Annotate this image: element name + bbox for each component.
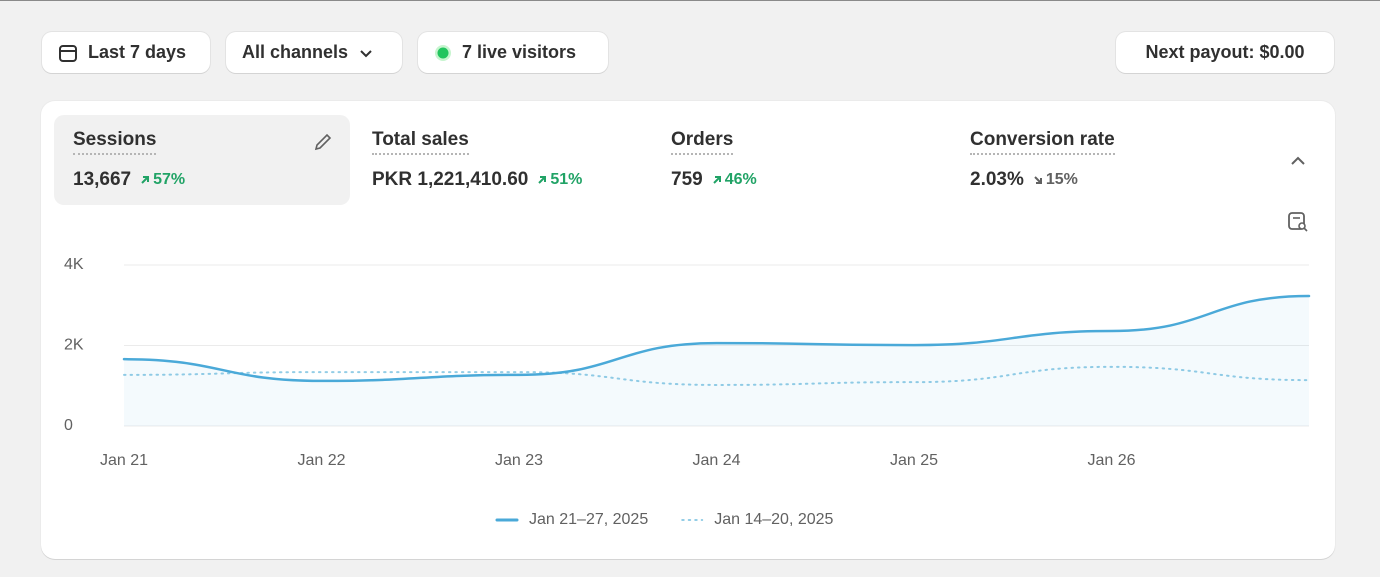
x-tick-label: Jan 24 xyxy=(692,452,740,469)
change-value: 46% xyxy=(724,171,757,188)
y-tick-label: 0 xyxy=(64,417,73,434)
date-range-label: Last 7 days xyxy=(88,42,187,62)
live-visitors-button[interactable]: 7 live visitors xyxy=(418,32,608,73)
metric-value: 759 xyxy=(671,169,703,190)
metric-value: 2.03% xyxy=(970,169,1024,190)
x-tick-label: Jan 22 xyxy=(297,452,345,469)
metric-label: Sessions xyxy=(73,129,157,155)
y-tick-label: 2K xyxy=(64,337,84,354)
metric-tab[interactable]: Orders 759 46% xyxy=(652,115,948,205)
report-icon[interactable] xyxy=(1287,211,1309,233)
metric-change: 15% xyxy=(1032,171,1078,189)
calendar-icon xyxy=(59,44,77,62)
payout-button[interactable]: Next payout: $0.00 xyxy=(1116,32,1334,73)
metric-value-row: 759 46% xyxy=(671,169,757,191)
legend-label: Jan 14–20, 2025 xyxy=(714,511,833,528)
metric-label: Conversion rate xyxy=(970,129,1115,155)
collapse-chevron[interactable] xyxy=(1288,151,1308,171)
metric-change: 51% xyxy=(536,171,582,189)
x-tick-label: Jan 25 xyxy=(890,452,938,469)
edit-icon[interactable] xyxy=(312,131,334,153)
change-value: 57% xyxy=(153,171,186,188)
live-visitors-label: 7 live visitors xyxy=(462,42,577,62)
metric-label: Total sales xyxy=(372,129,469,155)
metric-label: Orders xyxy=(671,129,734,155)
legend-label: Jan 21–27, 2025 xyxy=(529,511,648,528)
chart: 0 2K 4K Jan 21 Jan 22 Jan 23 Jan 24 Jan 25 Jan 2… xyxy=(64,256,1311,528)
metric-change: 57% xyxy=(139,171,185,189)
channels-button[interactable]: All channels xyxy=(226,32,402,73)
metric-tab[interactable]: Sessions 13,667 57% xyxy=(54,115,350,205)
channels-label: All channels xyxy=(242,42,349,62)
chevron-down xyxy=(360,49,372,57)
metric-value: PKR 1,221,410.60 xyxy=(372,169,529,190)
metric-value: 13,667 xyxy=(73,169,132,190)
change-value: 51% xyxy=(550,171,583,188)
metric-value-row: 2.03% 15% xyxy=(970,169,1078,191)
analytics-card: Sessions 13,667 57% Total sales PKR 1,221… xyxy=(41,101,1335,559)
series-line xyxy=(122,294,1311,383)
series-line xyxy=(123,365,1310,386)
x-tick-label: Jan 23 xyxy=(495,452,543,469)
metric-value-row: 13,667 57% xyxy=(73,169,185,191)
area xyxy=(124,295,1309,426)
y-tick-label: 4K xyxy=(64,256,84,273)
metric-change: 46% xyxy=(711,171,757,189)
top-border xyxy=(0,0,1380,1)
date-range-button[interactable]: Last 7 days xyxy=(42,32,210,73)
metric-value-row: PKR 1,221,410.60 51% xyxy=(372,169,582,191)
live-dot xyxy=(435,44,451,61)
metric-tab[interactable]: Conversion rate 2.03% 15% xyxy=(951,115,1247,205)
payout-label: Next payout: $0.00 xyxy=(1145,42,1305,62)
x-tick-label: Jan 26 xyxy=(1087,452,1135,469)
metric-tab[interactable]: Total sales PKR 1,221,410.60 51% xyxy=(353,115,649,205)
change-value: 15% xyxy=(1045,171,1078,188)
x-tick-label: Jan 21 xyxy=(100,452,148,469)
